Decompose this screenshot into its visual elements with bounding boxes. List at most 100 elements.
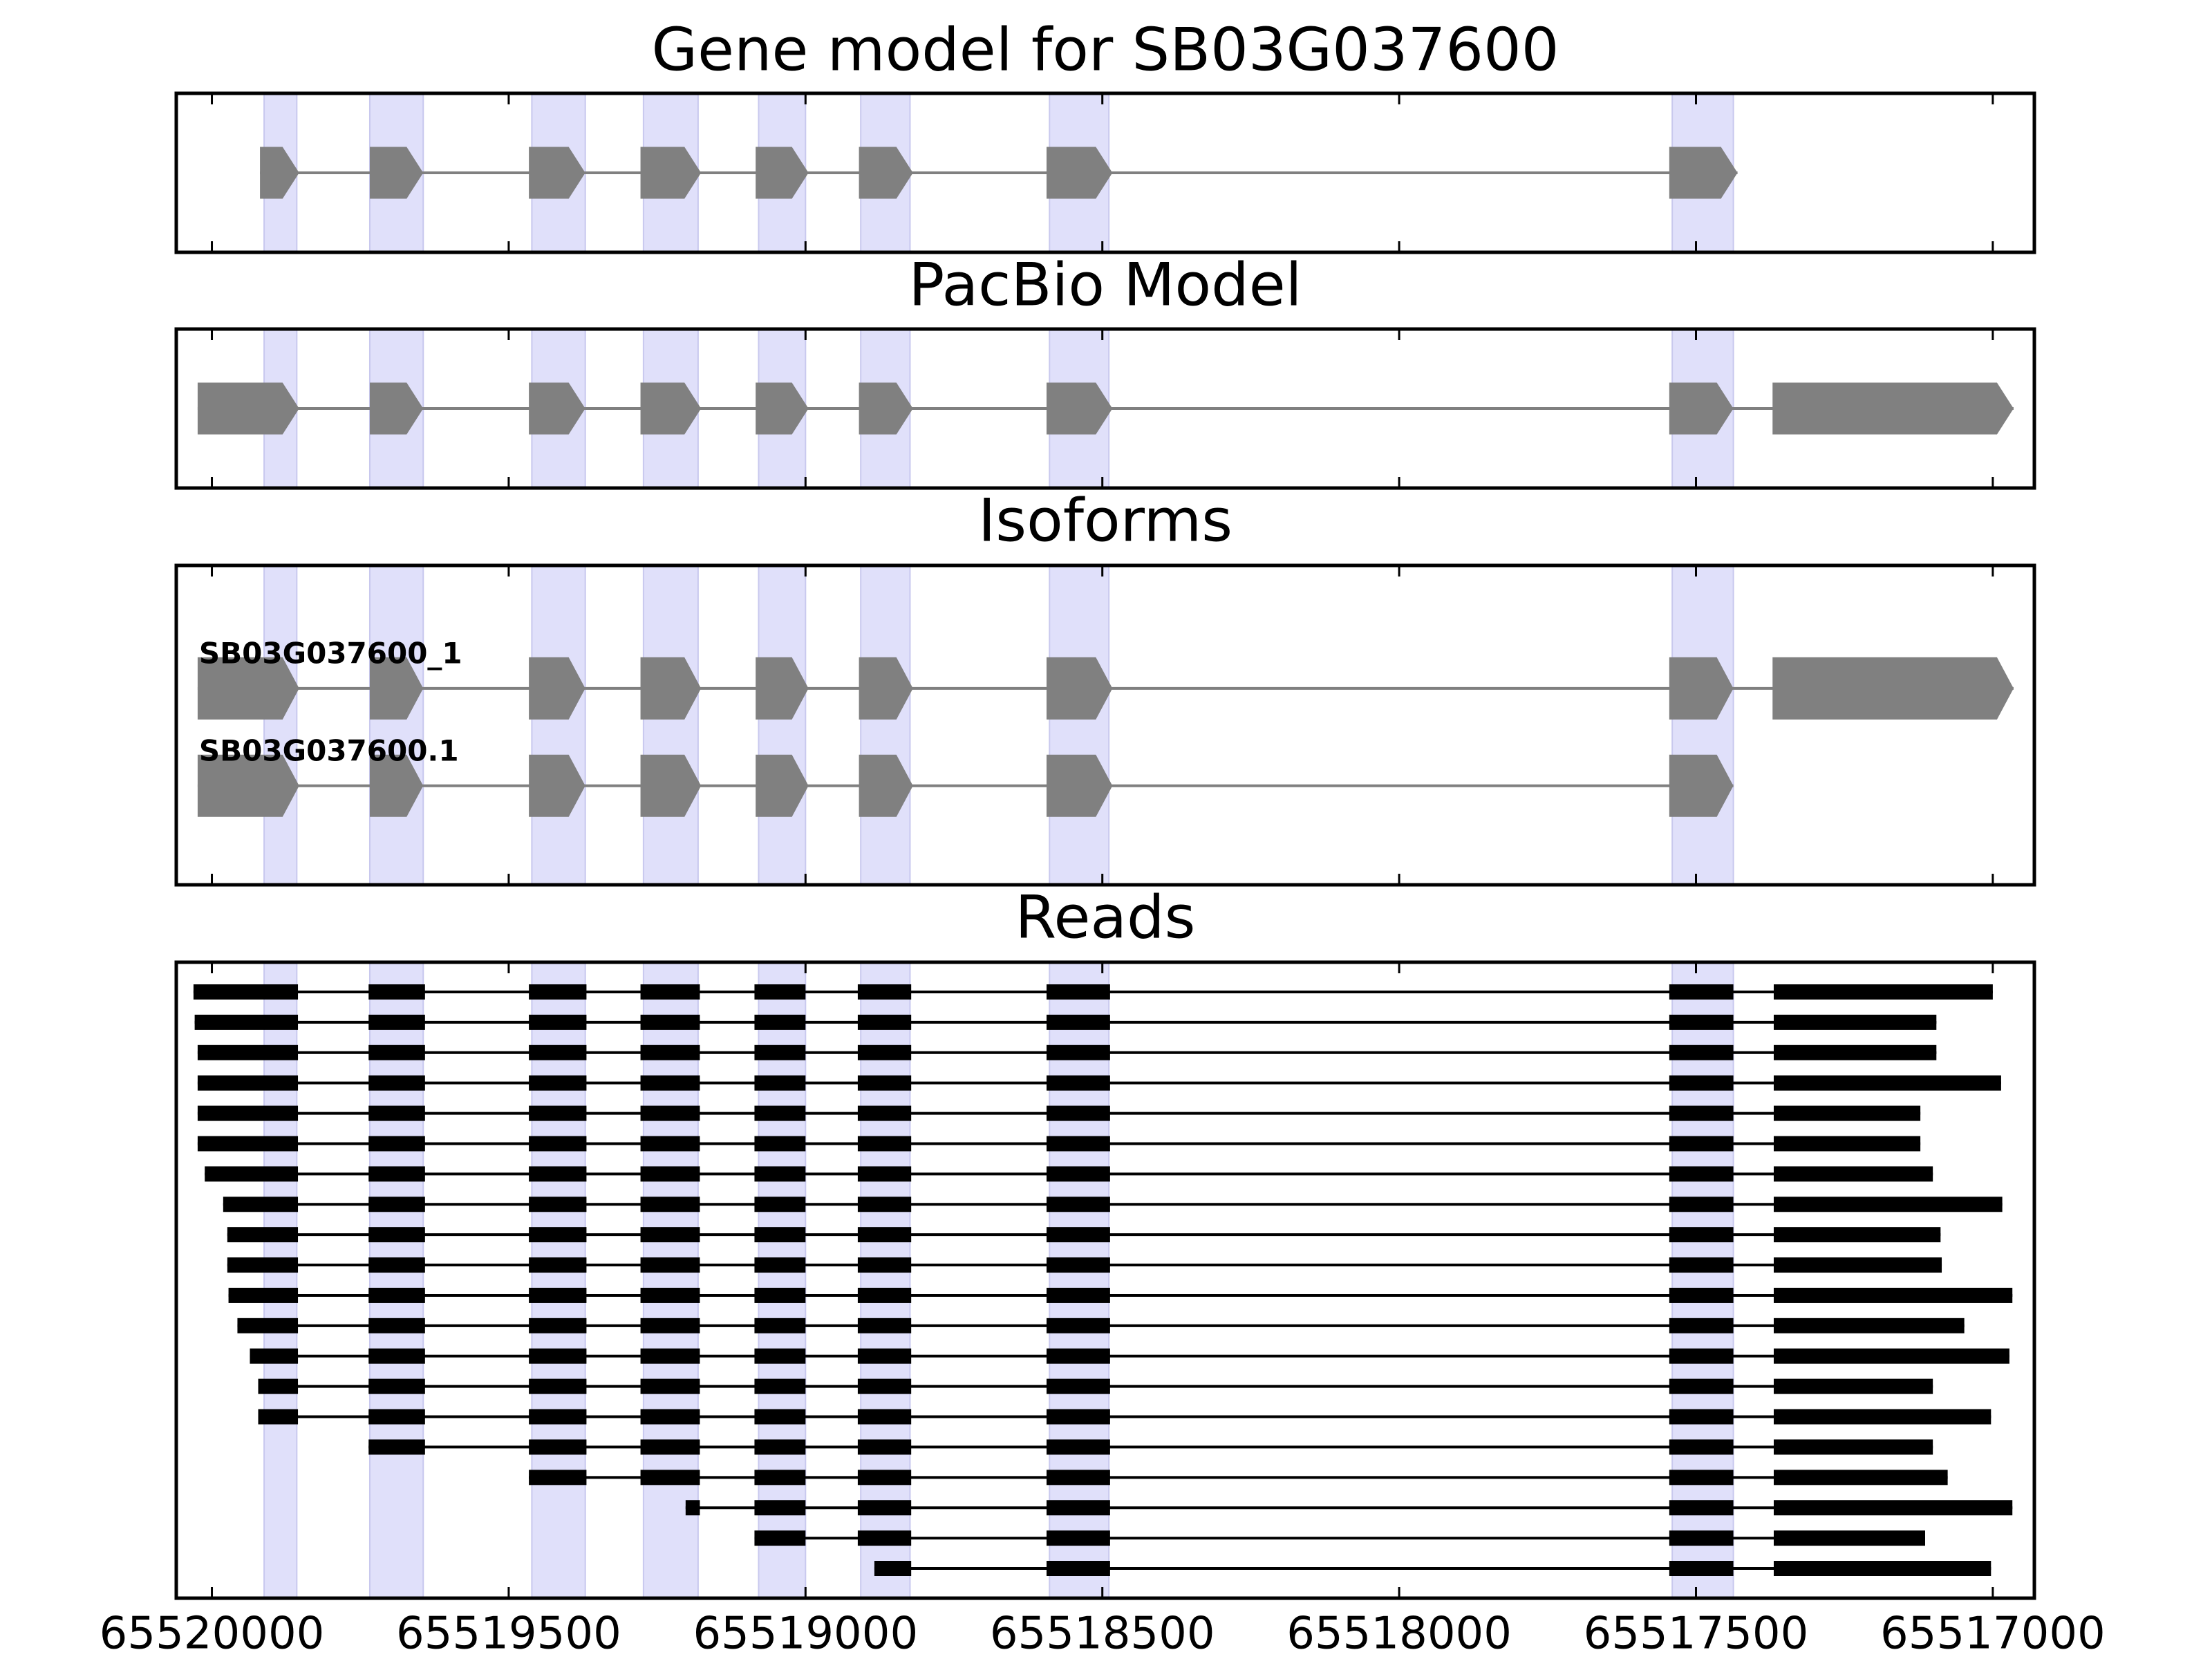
exon (260, 147, 299, 199)
exon-highlight (1049, 962, 1110, 1599)
read-block (197, 1105, 299, 1121)
read-block (529, 1318, 587, 1333)
read-block (1773, 1287, 2013, 1303)
read-block (529, 1166, 587, 1182)
read-block (1669, 1348, 1734, 1364)
read-block (1669, 1530, 1734, 1546)
exon (369, 657, 424, 720)
read-block (529, 1348, 587, 1364)
read-block (529, 1075, 587, 1091)
read-block (857, 1470, 912, 1485)
exon (369, 147, 424, 199)
exon-highlight (368, 565, 424, 885)
read-block (1046, 984, 1110, 1000)
exon (859, 754, 913, 817)
x-tick-label: 65518000 (1286, 1609, 1512, 1659)
read-block (1669, 1500, 1734, 1516)
exon-highlight (758, 962, 807, 1599)
read-block (640, 1197, 700, 1212)
read-block (368, 1075, 425, 1091)
exon-highlight (263, 962, 298, 1599)
read-block (1046, 1409, 1110, 1425)
panel-title: Reads (1015, 883, 1196, 952)
read-block (1046, 1348, 1110, 1364)
panel-title: Isoforms (978, 486, 1232, 555)
read-block (640, 1227, 700, 1243)
exon-highlight (860, 565, 911, 885)
read-block (1046, 1287, 1110, 1303)
exon-highlight (1671, 565, 1734, 885)
read-block (368, 1105, 425, 1121)
panel-frame (174, 91, 2036, 254)
read-block (754, 1287, 806, 1303)
read-block (529, 1409, 587, 1425)
read-block (754, 1257, 806, 1273)
read-block (197, 1044, 299, 1060)
read-block (368, 1197, 425, 1212)
read-block (640, 1470, 700, 1485)
exon (1669, 382, 1734, 435)
read-block (754, 1439, 806, 1455)
read-block (640, 1378, 700, 1394)
exon (640, 147, 702, 199)
read-block (640, 1044, 700, 1060)
exon (1046, 657, 1113, 720)
read-block (1773, 1409, 1991, 1425)
exon (1046, 382, 1113, 435)
exon-highlight (263, 565, 298, 885)
read-block (368, 1378, 425, 1394)
read-block (227, 1227, 299, 1243)
read-block (205, 1166, 299, 1182)
exon (1669, 657, 1734, 720)
isoform-label: SB03G037600_1 (199, 636, 462, 670)
read-block (227, 1257, 299, 1273)
read-block (1773, 1500, 2013, 1516)
read-block (1046, 1500, 1110, 1516)
exon (369, 382, 424, 435)
read-block (857, 1075, 912, 1091)
read-block (1046, 1014, 1110, 1030)
read-block (368, 1348, 425, 1364)
read-block (1669, 984, 1734, 1000)
read-block (874, 1561, 912, 1576)
exon (197, 382, 299, 435)
x-tick-label: 65519000 (693, 1609, 918, 1659)
x-tick-label: 65520000 (100, 1609, 325, 1659)
read-block (754, 1197, 806, 1212)
exon (859, 147, 913, 199)
read-block (640, 1166, 700, 1182)
read-block (1773, 1227, 1941, 1243)
panel-frame (174, 327, 2036, 490)
read-block (1046, 1530, 1110, 1546)
read-block (1773, 1318, 1965, 1333)
read-block (754, 1044, 806, 1060)
read-block (1773, 984, 1993, 1000)
read-block (1669, 1197, 1734, 1212)
read-block (228, 1287, 299, 1303)
read-block (1773, 1105, 1921, 1121)
read-block (754, 1227, 806, 1243)
exon-highlight (642, 565, 699, 885)
read-block (754, 1136, 806, 1152)
read-block (368, 1166, 425, 1182)
read-block (754, 1500, 806, 1516)
x-tick-label: 65519500 (396, 1609, 621, 1659)
read-block (857, 1044, 912, 1060)
read-block (529, 1439, 587, 1455)
read-block (1773, 1439, 1933, 1455)
read-block (529, 1105, 587, 1121)
read-block (1669, 1439, 1734, 1455)
read-block (1669, 1166, 1734, 1182)
exon (197, 657, 299, 720)
exon (756, 754, 809, 817)
read-block (529, 1136, 587, 1152)
read-block (857, 1227, 912, 1243)
read-block (529, 1044, 587, 1060)
read-block (250, 1348, 299, 1364)
read-block (368, 1227, 425, 1243)
read-block (368, 1044, 425, 1060)
exon (369, 754, 424, 817)
read-block (368, 1287, 425, 1303)
exon (756, 382, 809, 435)
read-block (368, 1257, 425, 1273)
